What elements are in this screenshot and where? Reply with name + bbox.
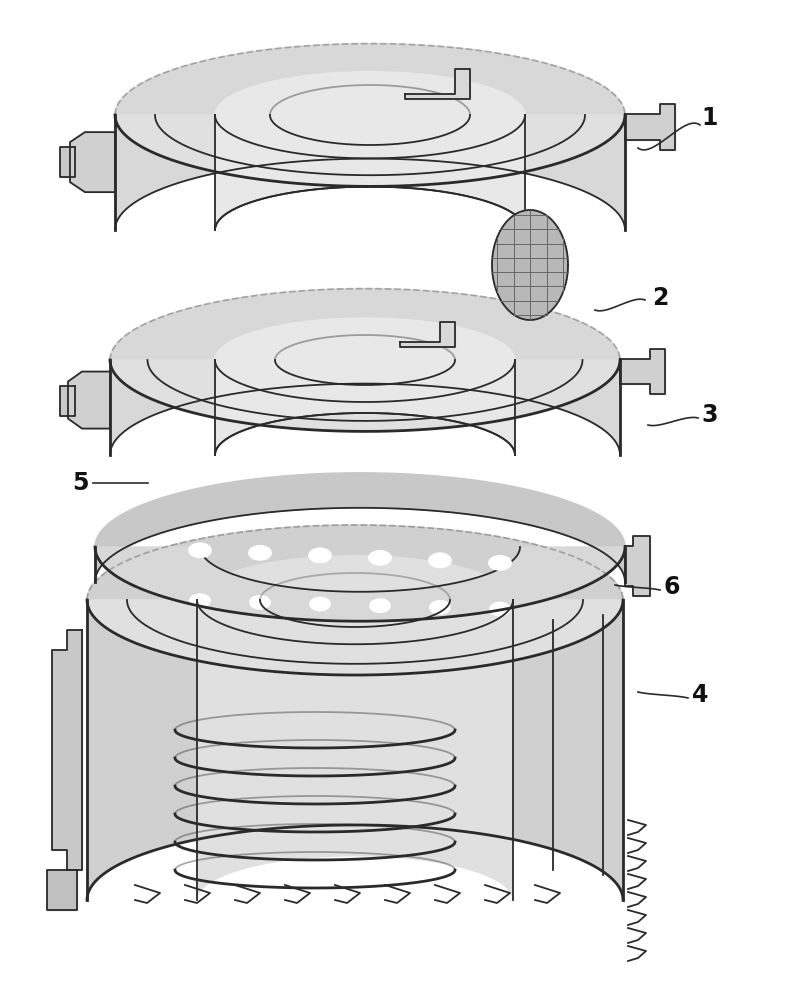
Polygon shape (215, 318, 515, 455)
Ellipse shape (249, 546, 271, 560)
Polygon shape (215, 115, 525, 158)
Polygon shape (625, 104, 675, 150)
Text: 3: 3 (702, 403, 719, 427)
Polygon shape (115, 115, 625, 186)
Polygon shape (95, 547, 625, 621)
Polygon shape (110, 289, 620, 455)
Ellipse shape (310, 598, 330, 611)
Polygon shape (115, 44, 625, 230)
Ellipse shape (189, 543, 211, 557)
Ellipse shape (370, 599, 390, 612)
Ellipse shape (250, 596, 270, 609)
Polygon shape (47, 870, 77, 910)
Polygon shape (197, 556, 513, 900)
Polygon shape (68, 372, 110, 429)
Polygon shape (87, 525, 623, 900)
Text: 4: 4 (692, 683, 708, 707)
Ellipse shape (309, 548, 331, 562)
Ellipse shape (369, 551, 391, 565)
Ellipse shape (490, 603, 510, 616)
Polygon shape (87, 600, 623, 675)
Text: 2: 2 (652, 286, 668, 310)
Text: 1: 1 (702, 106, 718, 130)
Ellipse shape (489, 556, 511, 570)
Polygon shape (620, 349, 665, 394)
Ellipse shape (430, 601, 450, 614)
Text: 5: 5 (71, 471, 88, 495)
Polygon shape (60, 386, 75, 416)
Ellipse shape (429, 553, 451, 567)
Polygon shape (405, 69, 470, 99)
Polygon shape (625, 536, 650, 596)
Ellipse shape (190, 594, 210, 607)
Polygon shape (215, 72, 525, 230)
Polygon shape (110, 360, 620, 431)
Polygon shape (70, 132, 115, 192)
Polygon shape (400, 322, 455, 347)
Text: 6: 6 (664, 575, 680, 599)
Polygon shape (60, 147, 75, 177)
Polygon shape (492, 210, 568, 320)
Polygon shape (95, 473, 625, 582)
Polygon shape (52, 630, 82, 870)
